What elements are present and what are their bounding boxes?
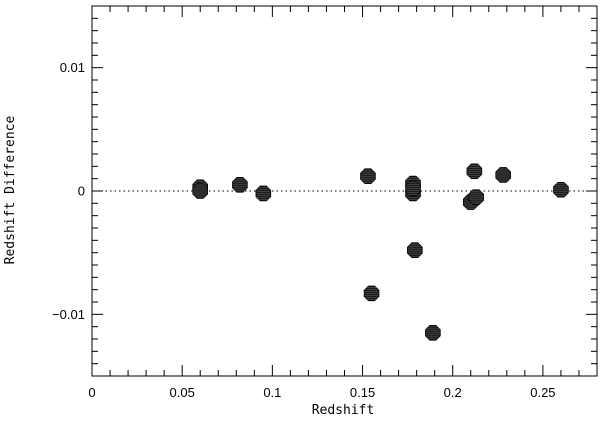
y-tick-labels: −0.01 0 0.01 (52, 60, 85, 322)
data-point (255, 185, 272, 202)
y-tick-label: 0.01 (60, 60, 85, 75)
data-point (192, 183, 209, 199)
x-axis-label: Redshift (312, 403, 375, 418)
x-tick-label: 0.1 (263, 385, 281, 400)
y-axis-label: Redshift Difference (3, 115, 18, 264)
data-point (360, 168, 376, 184)
x-tick-label: 0.2 (444, 385, 462, 400)
data-point (232, 177, 248, 193)
data-point (425, 325, 441, 341)
x-tick-labels: 0 0.05 0.1 0.15 0.2 0.25 (88, 385, 555, 400)
y-tick-label: 0 (78, 184, 85, 199)
data-point (363, 285, 380, 302)
data-points (192, 163, 569, 341)
data-point (495, 167, 512, 183)
x-tick-label: 0.25 (530, 385, 555, 400)
x-tick-label: 0.15 (350, 385, 375, 400)
x-tick-label: 0 (88, 385, 95, 400)
data-point (405, 180, 421, 197)
data-point (466, 163, 483, 180)
x-tick-label: 0.05 (170, 385, 195, 400)
data-point (468, 189, 484, 205)
y-tick-label: −0.01 (52, 307, 85, 322)
data-point (407, 242, 423, 258)
data-point (553, 181, 569, 198)
plot-frame (91, 5, 598, 377)
